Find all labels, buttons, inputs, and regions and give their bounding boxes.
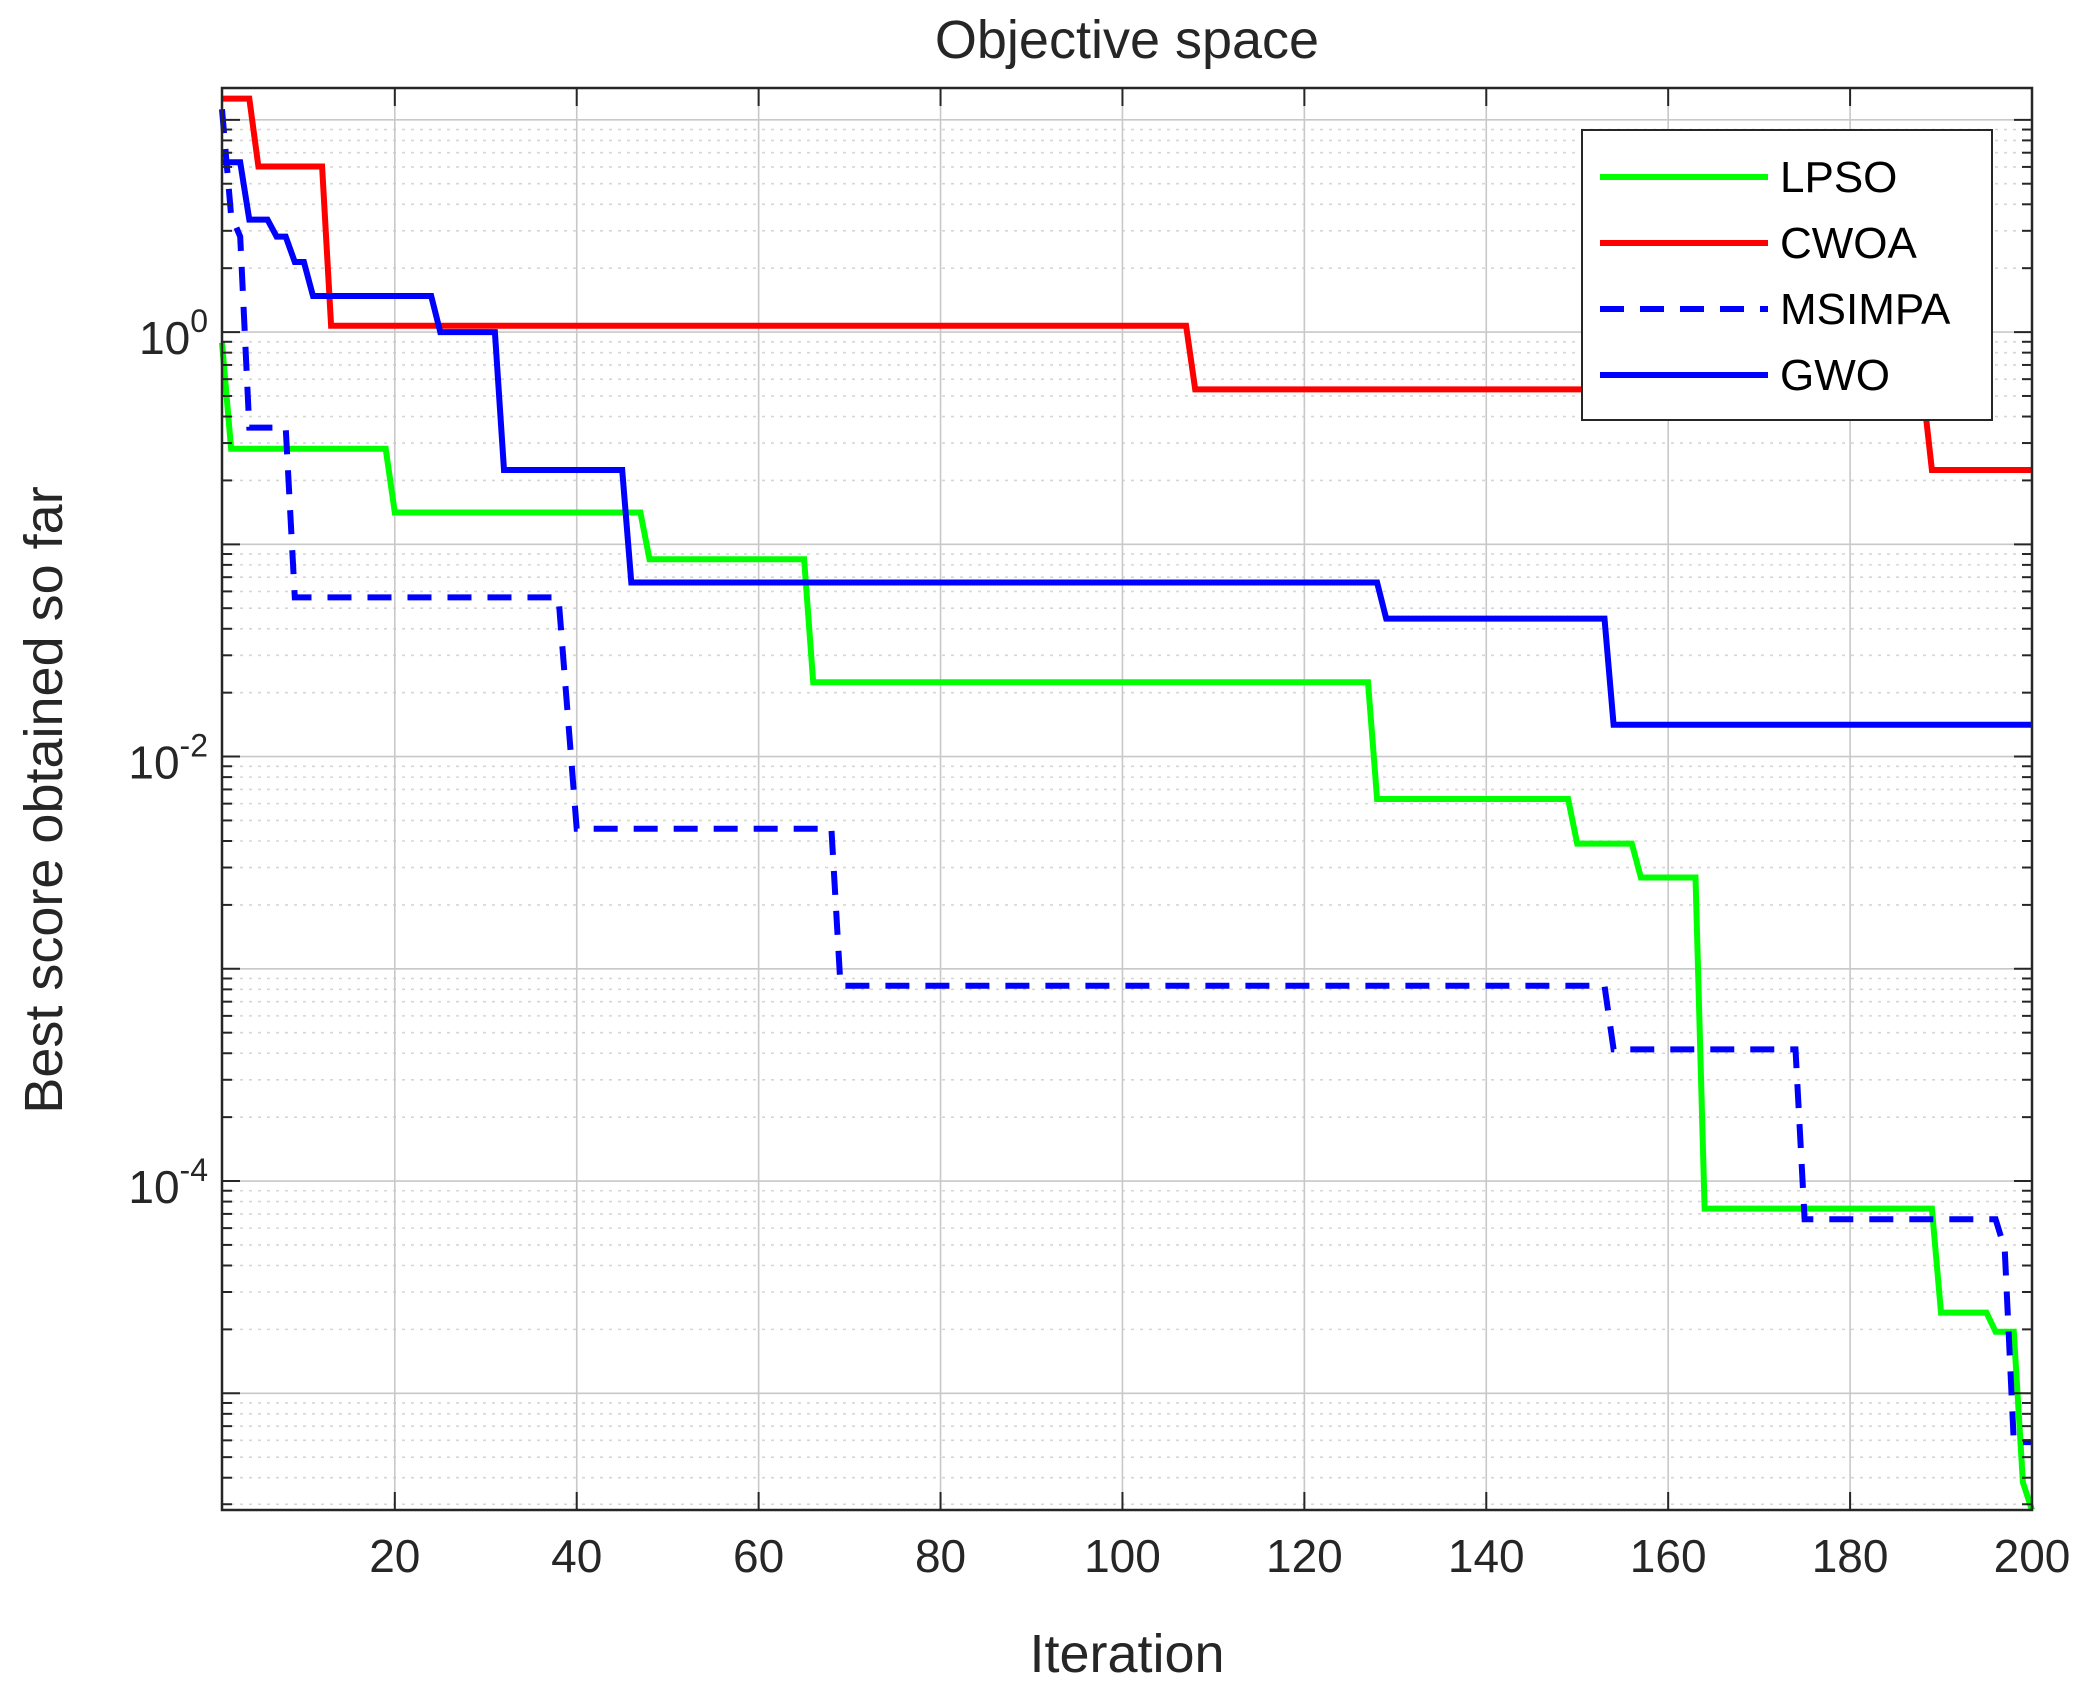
y-tick-label: 10-4 bbox=[128, 1152, 208, 1213]
x-tick-label: 80 bbox=[915, 1530, 966, 1582]
x-tick-label: 20 bbox=[369, 1530, 420, 1582]
legend-label-gwo: GWO bbox=[1780, 351, 1890, 400]
legend: LPSO CWOA MSIMPA GWO bbox=[1581, 129, 1993, 421]
y-axis-label: Best score obtained so far bbox=[14, 486, 74, 1113]
x-axis-label: Iteration bbox=[1029, 1624, 1224, 1684]
x-tick-label: 200 bbox=[1994, 1530, 2071, 1582]
x-tick-labels: 20 40 60 80 100 120 140 160 180 200 bbox=[369, 1530, 2070, 1582]
axes-box bbox=[220, 86, 2034, 1512]
series-line-lpso bbox=[219, 342, 2035, 1511]
legend-label-msimpa: MSIMPA bbox=[1780, 285, 1951, 334]
series-line-msimpa bbox=[219, 108, 2032, 1446]
chart-title: Objective space bbox=[935, 10, 1319, 70]
series-line-gwo bbox=[222, 159, 2032, 728]
legend-label-cwoa: CWOA bbox=[1780, 219, 1918, 268]
x-tick-label: 180 bbox=[1812, 1530, 1889, 1582]
legend-label-lpso: LPSO bbox=[1780, 153, 1897, 202]
series-line-cwoa bbox=[222, 95, 2032, 473]
series-lines bbox=[219, 95, 2035, 1511]
y-tick-label: 10-2 bbox=[128, 728, 208, 789]
axis-ticks bbox=[222, 88, 2033, 1510]
x-tick-label: 40 bbox=[551, 1530, 602, 1582]
grid-lines bbox=[222, 88, 2032, 1510]
x-tick-label: 160 bbox=[1630, 1530, 1707, 1582]
x-tick-label: 120 bbox=[1266, 1530, 1343, 1582]
legend-entries: LPSO CWOA MSIMPA GWO bbox=[1600, 153, 1951, 400]
y-tick-labels: 100 10-2 10-4 bbox=[128, 303, 208, 1213]
x-tick-label: 100 bbox=[1084, 1530, 1161, 1582]
y-tick-label: 100 bbox=[139, 303, 208, 364]
x-tick-label: 140 bbox=[1448, 1530, 1525, 1582]
x-tick-label: 60 bbox=[733, 1530, 784, 1582]
